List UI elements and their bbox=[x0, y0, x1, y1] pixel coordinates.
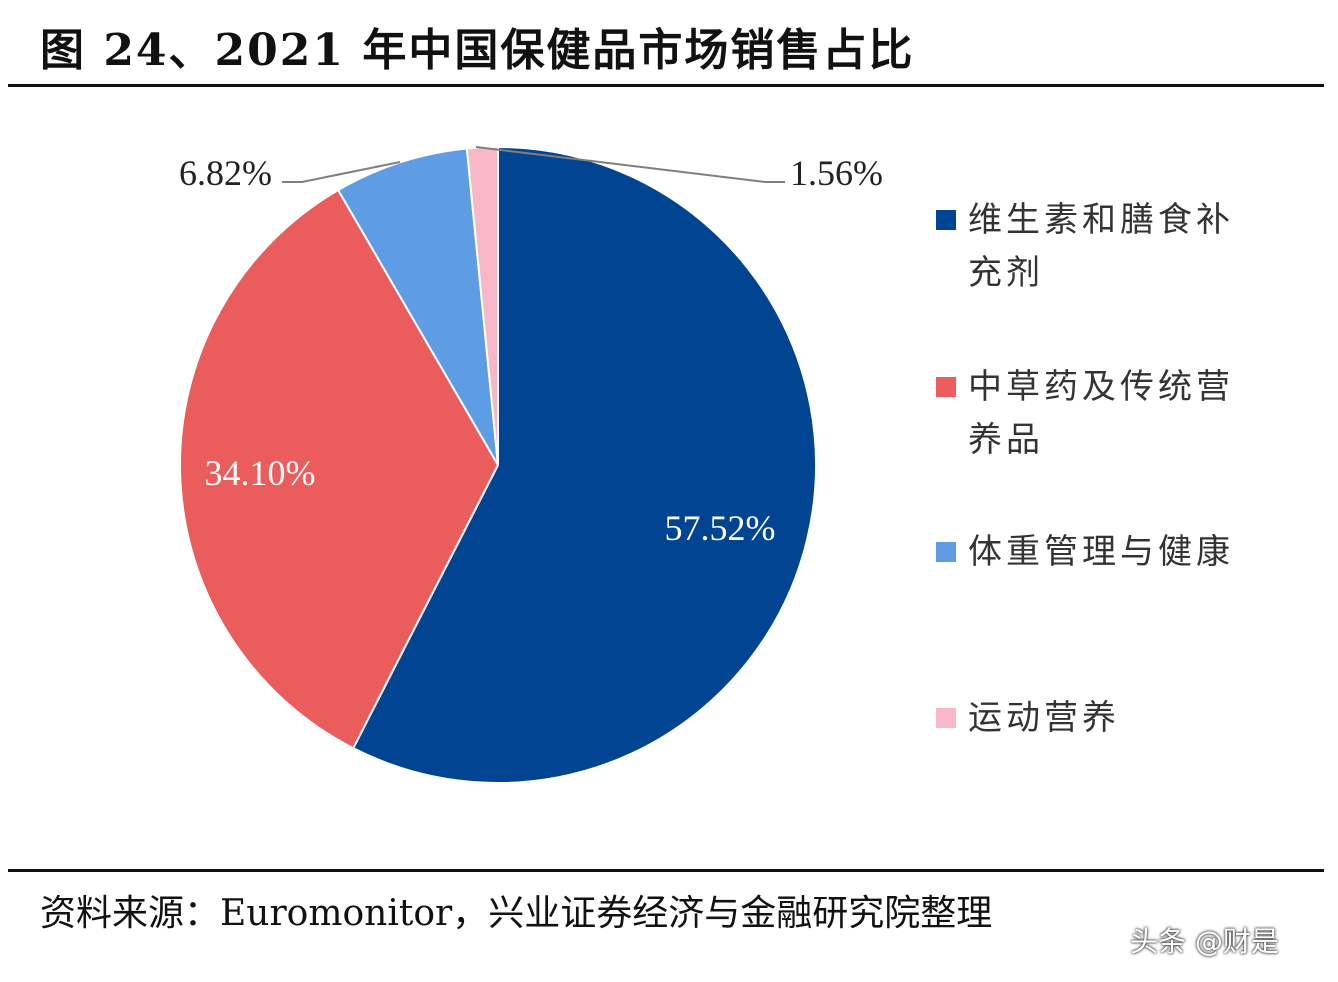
leader-line-3 bbox=[475, 146, 785, 183]
legend-label: 体重管理与健康 bbox=[968, 532, 1234, 572]
legend-item: 运动营养 bbox=[936, 692, 1276, 745]
legend-swatch bbox=[936, 542, 956, 562]
data-label-0: 57.52% bbox=[665, 508, 776, 548]
legend-label: 中草药及传统营养品 bbox=[968, 367, 1234, 460]
leader-line-2 bbox=[282, 161, 401, 183]
legend-label: 运动营养 bbox=[968, 698, 1120, 738]
data-label-2: 6.82% bbox=[179, 153, 272, 193]
data-label-1: 34.10% bbox=[205, 453, 316, 493]
legend-swatch bbox=[936, 708, 956, 728]
legend-label: 维生素和膳食补充剂 bbox=[968, 200, 1234, 293]
pie-slice-2 bbox=[336, 147, 499, 466]
legend-item: 维生素和膳食补充剂 bbox=[936, 194, 1276, 300]
legend-swatch bbox=[936, 377, 956, 397]
watermark: 头条 @财是 bbox=[1130, 925, 1279, 958]
legend-item: 中草药及传统营养品 bbox=[936, 361, 1276, 467]
chart-title: 图 24、2021 年中国保健品市场销售占比 bbox=[40, 25, 915, 76]
legend-item: 体重管理与健康 bbox=[936, 526, 1276, 579]
data-label-3: 1.56% bbox=[790, 153, 883, 193]
source-note: 资料来源：Euromonitor，兴业证券经济与金融研究院整理 bbox=[40, 893, 993, 934]
title-divider bbox=[8, 84, 1324, 87]
legend-swatch bbox=[936, 210, 956, 230]
source-divider bbox=[8, 869, 1324, 872]
pie-slice-0 bbox=[351, 145, 817, 784]
